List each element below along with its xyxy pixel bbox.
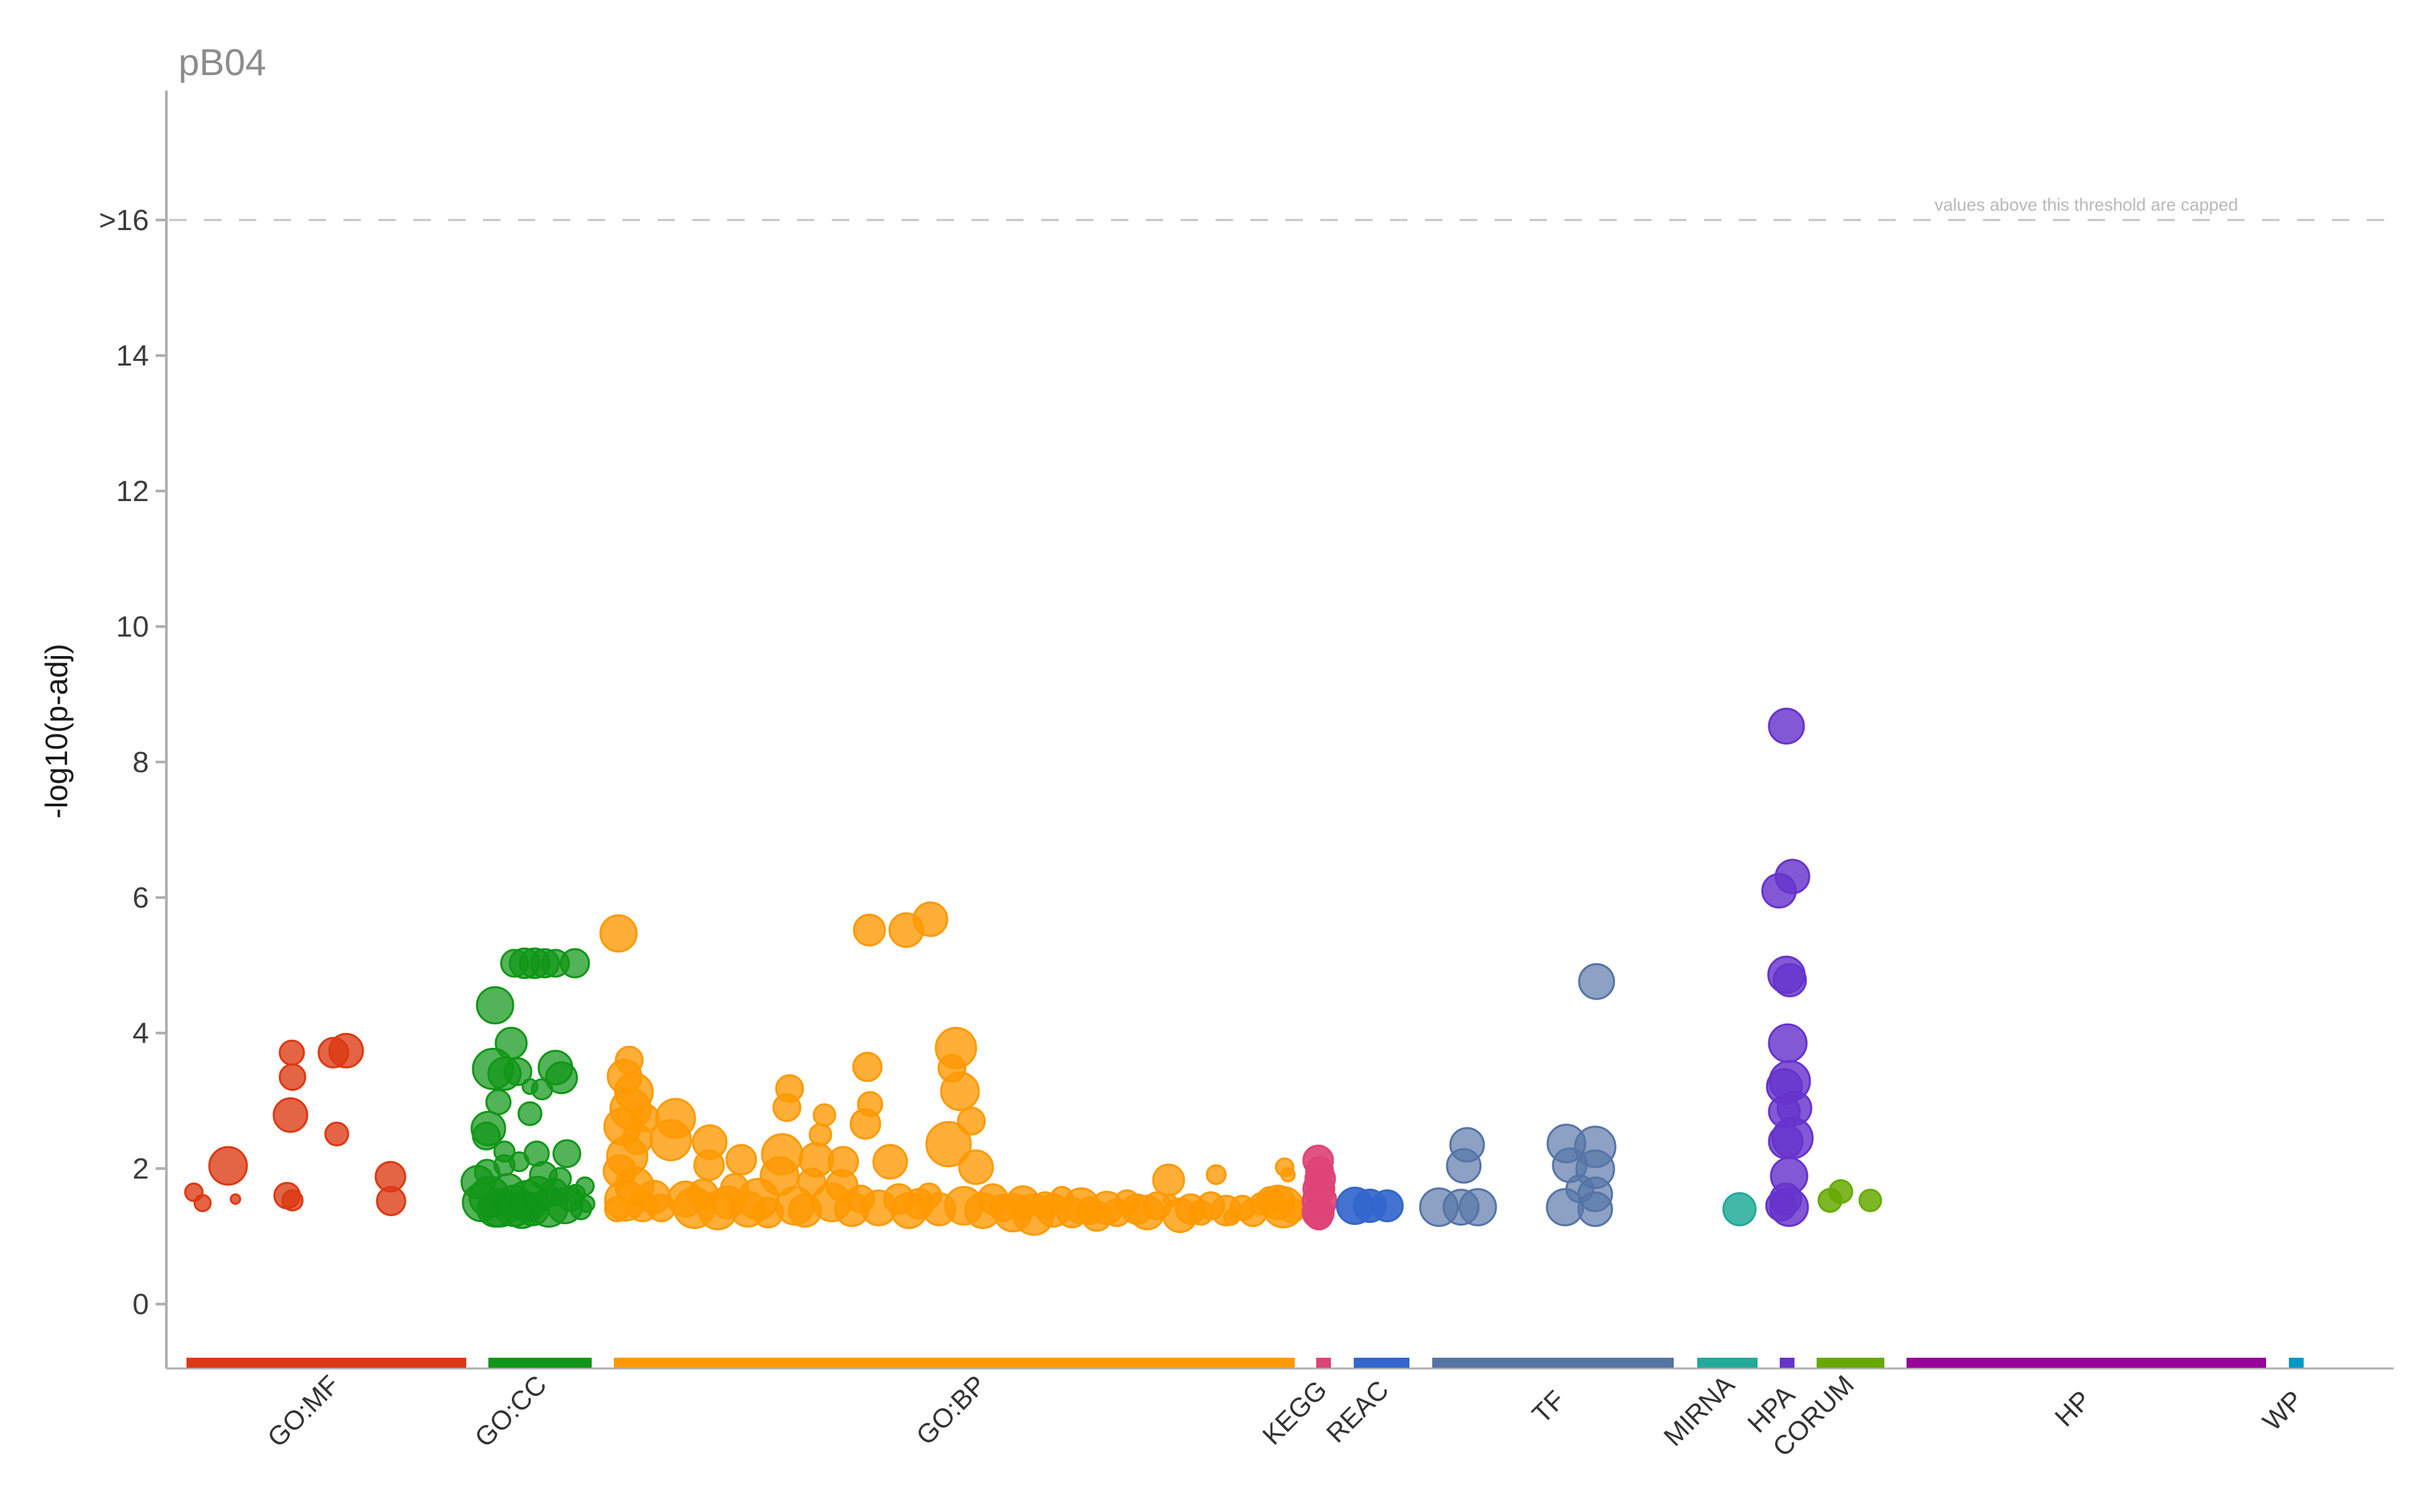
data-point-go-bp[interactable] bbox=[852, 1052, 883, 1082]
data-point-go-bp[interactable] bbox=[958, 1149, 994, 1185]
data-point-tf[interactable] bbox=[1578, 963, 1615, 1000]
data-point-go-mf[interactable] bbox=[272, 1097, 309, 1133]
source-label-go-mf[interactable]: GO:MF bbox=[262, 1370, 345, 1453]
source-label-tf[interactable]: TF bbox=[1527, 1385, 1571, 1429]
data-point-go-bp[interactable] bbox=[692, 1124, 728, 1160]
data-point-go-cc[interactable] bbox=[517, 1101, 543, 1126]
data-point-go-bp[interactable] bbox=[940, 1071, 980, 1112]
data-point-go-bp[interactable] bbox=[1279, 1197, 1305, 1224]
data-point-go-cc[interactable] bbox=[545, 1061, 578, 1095]
source-bar-reac[interactable] bbox=[1354, 1358, 1409, 1368]
data-point-hpa[interactable] bbox=[1768, 1124, 1804, 1160]
data-point-tf[interactable] bbox=[1565, 1174, 1595, 1203]
data-point-tf[interactable] bbox=[1458, 1188, 1497, 1227]
y-tick-label: >16 bbox=[99, 204, 149, 237]
data-point-go-bp[interactable] bbox=[827, 1146, 859, 1178]
source-bar-hpa[interactable] bbox=[1780, 1358, 1794, 1368]
y-tick-label: 8 bbox=[133, 746, 149, 779]
data-point-go-mf[interactable] bbox=[193, 1194, 212, 1213]
data-point-kegg[interactable] bbox=[1304, 1201, 1334, 1231]
data-points-layer bbox=[184, 707, 1882, 1236]
y-tick-label: 14 bbox=[116, 339, 149, 372]
plot-title: pB04 bbox=[178, 41, 266, 83]
data-point-go-bp[interactable] bbox=[853, 913, 886, 947]
data-point-go-bp[interactable] bbox=[812, 1103, 837, 1127]
source-bar-go-cc[interactable] bbox=[488, 1358, 592, 1368]
data-point-go-cc[interactable] bbox=[476, 986, 515, 1025]
data-point-go-bp[interactable] bbox=[1152, 1163, 1185, 1197]
source-bar-wp[interactable] bbox=[2289, 1358, 2304, 1368]
data-point-hpa[interactable] bbox=[1768, 707, 1805, 745]
source-label-wp[interactable]: WP bbox=[2257, 1385, 2309, 1437]
data-point-go-bp[interactable] bbox=[925, 1121, 972, 1168]
data-point-mirna[interactable] bbox=[1722, 1192, 1757, 1227]
data-point-go-bp[interactable] bbox=[1205, 1164, 1227, 1185]
source-bar-kegg[interactable] bbox=[1316, 1358, 1331, 1368]
data-point-go-bp[interactable] bbox=[934, 1026, 977, 1069]
data-point-go-bp[interactable] bbox=[912, 901, 949, 937]
source-label-go-bp[interactable]: GO:BP bbox=[911, 1370, 992, 1451]
source-bar-mirna[interactable] bbox=[1697, 1358, 1758, 1368]
data-point-go-mf[interactable] bbox=[281, 1189, 304, 1211]
y-tick-label: 2 bbox=[133, 1152, 149, 1185]
data-point-hpa[interactable] bbox=[1765, 1190, 1797, 1222]
threshold-caption: values above this threshold are capped bbox=[1935, 195, 2238, 215]
source-bar-go-mf[interactable] bbox=[186, 1358, 466, 1368]
data-point-go-bp[interactable] bbox=[761, 1133, 804, 1176]
y-tick-label: 10 bbox=[116, 610, 149, 643]
data-point-go-bp[interactable] bbox=[599, 914, 638, 953]
data-point-go-bp[interactable] bbox=[604, 1196, 631, 1223]
data-point-go-bp[interactable] bbox=[655, 1097, 696, 1139]
source-bars-layer bbox=[186, 1358, 2304, 1368]
y-tick-label: 6 bbox=[133, 881, 149, 914]
source-bar-corum[interactable] bbox=[1817, 1358, 1884, 1368]
data-point-go-bp[interactable] bbox=[872, 1144, 908, 1180]
data-point-go-bp[interactable] bbox=[775, 1074, 804, 1103]
data-point-corum[interactable] bbox=[1858, 1188, 1882, 1212]
source-label-reac[interactable]: REAC bbox=[1321, 1375, 1395, 1449]
data-point-go-cc[interactable] bbox=[552, 1139, 582, 1169]
source-label-go-cc[interactable]: GO:CC bbox=[470, 1370, 553, 1453]
data-point-tf[interactable] bbox=[1446, 1148, 1482, 1184]
data-point-go-cc[interactable] bbox=[531, 1078, 553, 1101]
data-point-go-mf[interactable] bbox=[278, 1039, 305, 1066]
data-point-go-bp[interactable] bbox=[1280, 1167, 1296, 1183]
source-label-hp[interactable]: HP bbox=[2049, 1385, 2096, 1432]
source-bar-go-bp[interactable] bbox=[614, 1358, 1295, 1368]
data-point-go-mf[interactable] bbox=[328, 1032, 364, 1069]
data-point-corum[interactable] bbox=[1817, 1187, 1843, 1213]
data-point-go-cc[interactable] bbox=[485, 1089, 512, 1116]
source-bar-tf[interactable] bbox=[1432, 1358, 1674, 1368]
source-label-kegg[interactable]: KEGG bbox=[1257, 1375, 1333, 1451]
y-tick-label: 4 bbox=[133, 1017, 149, 1050]
data-point-hpa[interactable] bbox=[1768, 1023, 1808, 1063]
source-bar-hp[interactable] bbox=[1907, 1358, 2266, 1368]
data-point-go-cc[interactable] bbox=[508, 1151, 530, 1173]
data-point-go-cc[interactable] bbox=[559, 948, 590, 979]
data-point-go-cc[interactable] bbox=[472, 1122, 501, 1151]
y-axis-title: -log10(p-adj) bbox=[39, 644, 74, 819]
data-point-go-bp[interactable] bbox=[808, 1123, 833, 1146]
data-point-go-cc[interactable] bbox=[577, 1195, 596, 1213]
data-point-go-mf[interactable] bbox=[278, 1063, 307, 1091]
y-tick-label: 0 bbox=[133, 1288, 149, 1321]
data-point-go-mf[interactable] bbox=[229, 1193, 241, 1205]
data-point-go-cc[interactable] bbox=[503, 1057, 533, 1087]
data-point-hpa[interactable] bbox=[1761, 873, 1797, 909]
y-axis-ticks: 0 2 4 6 8 10 12 14 >16 bbox=[99, 204, 166, 1321]
source-label-mirna[interactable]: MIRNA bbox=[1658, 1370, 1740, 1452]
data-point-go-bp[interactable] bbox=[725, 1144, 757, 1176]
y-tick-label: 12 bbox=[116, 475, 149, 508]
data-point-go-mf[interactable] bbox=[376, 1185, 407, 1216]
data-point-go-mf[interactable] bbox=[208, 1146, 248, 1186]
data-point-go-bp[interactable] bbox=[957, 1106, 986, 1136]
data-point-reac[interactable] bbox=[1371, 1189, 1404, 1223]
data-point-go-bp[interactable] bbox=[857, 1091, 883, 1118]
data-point-hpa[interactable] bbox=[1772, 963, 1807, 997]
data-point-go-mf[interactable] bbox=[324, 1121, 350, 1146]
